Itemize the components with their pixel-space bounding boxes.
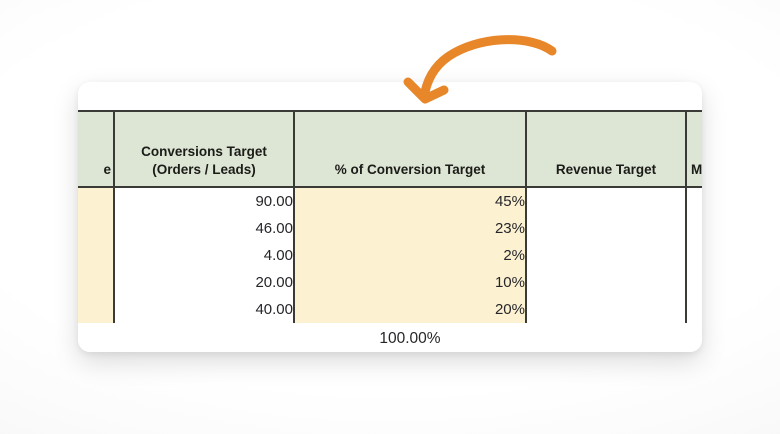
table-row[interactable]: 90.00 45%	[78, 187, 702, 215]
total-cell-clipped-right	[686, 323, 702, 352]
total-cell-revenue-target	[526, 323, 686, 352]
cell-clipped-right[interactable]	[685, 215, 702, 242]
table-row[interactable]: 40.00 20%	[78, 296, 702, 323]
card-top-strip	[78, 82, 702, 110]
column-header-clipped-right-label: M	[691, 161, 702, 177]
total-cell-pct-of-conversion-target: 100.00%	[294, 323, 526, 352]
column-header-conversions-target[interactable]: Conversions Target (Orders / Leads)	[113, 110, 294, 188]
cell-clipped-right[interactable]	[685, 187, 702, 215]
column-header-conversions-target-line2: (Orders / Leads)	[152, 161, 256, 177]
table-header-row: e Conversions Target (Orders / Leads) % …	[78, 110, 702, 188]
column-header-revenue-target-label: Revenue Target	[555, 161, 657, 177]
cell-clipped-left[interactable]	[78, 215, 114, 242]
cell-revenue-target[interactable]	[525, 242, 686, 269]
total-cell-clipped-left	[78, 323, 114, 352]
cell-pct-of-conversion-target[interactable]: 23%	[293, 215, 526, 242]
cell-pct-of-conversion-target[interactable]: 10%	[293, 269, 526, 296]
cell-pct-of-conversion-target[interactable]: 2%	[293, 242, 526, 269]
column-header-clipped-left[interactable]: e	[78, 110, 114, 188]
column-header-clipped-right[interactable]: M	[685, 110, 702, 188]
spreadsheet-card: e Conversions Target (Orders / Leads) % …	[78, 82, 702, 352]
table-total-row[interactable]: 100.00%	[78, 323, 702, 352]
cell-revenue-target[interactable]	[525, 296, 686, 323]
cell-clipped-left[interactable]	[78, 187, 114, 215]
cell-conversions-target[interactable]: 4.00	[113, 242, 294, 269]
column-header-pct-of-conversion-target-label: % of Conversion Target	[334, 161, 486, 177]
table-row[interactable]: 20.00 10%	[78, 269, 702, 296]
cell-clipped-right[interactable]	[685, 296, 702, 323]
cell-conversions-target[interactable]: 46.00	[113, 215, 294, 242]
column-header-revenue-target[interactable]: Revenue Target	[525, 110, 686, 188]
cell-clipped-left[interactable]	[78, 296, 114, 323]
table-row[interactable]: 4.00 2%	[78, 242, 702, 269]
cell-conversions-target[interactable]: 90.00	[113, 187, 294, 215]
cell-revenue-target[interactable]	[525, 215, 686, 242]
table-body: 90.00 45% 46.00 23% 4.00 2%	[78, 187, 702, 352]
cell-pct-of-conversion-target[interactable]: 45%	[293, 187, 526, 215]
table-row[interactable]: 46.00 23%	[78, 215, 702, 242]
column-header-conversions-target-line1: Conversions Target	[141, 144, 267, 160]
cell-clipped-left[interactable]	[78, 242, 114, 269]
cell-pct-of-conversion-target[interactable]: 20%	[293, 296, 526, 323]
cell-clipped-right[interactable]	[685, 269, 702, 296]
column-header-pct-of-conversion-target[interactable]: % of Conversion Target	[293, 110, 526, 188]
total-cell-conversions-target	[114, 323, 294, 352]
cell-conversions-target[interactable]: 40.00	[113, 296, 294, 323]
cell-clipped-right[interactable]	[685, 242, 702, 269]
spreadsheet-table[interactable]: e Conversions Target (Orders / Leads) % …	[78, 110, 702, 352]
cell-revenue-target[interactable]	[525, 269, 686, 296]
cell-conversions-target[interactable]: 20.00	[113, 269, 294, 296]
cell-revenue-target[interactable]	[525, 187, 686, 215]
column-header-clipped-left-label: e	[103, 161, 111, 177]
cell-clipped-left[interactable]	[78, 269, 114, 296]
